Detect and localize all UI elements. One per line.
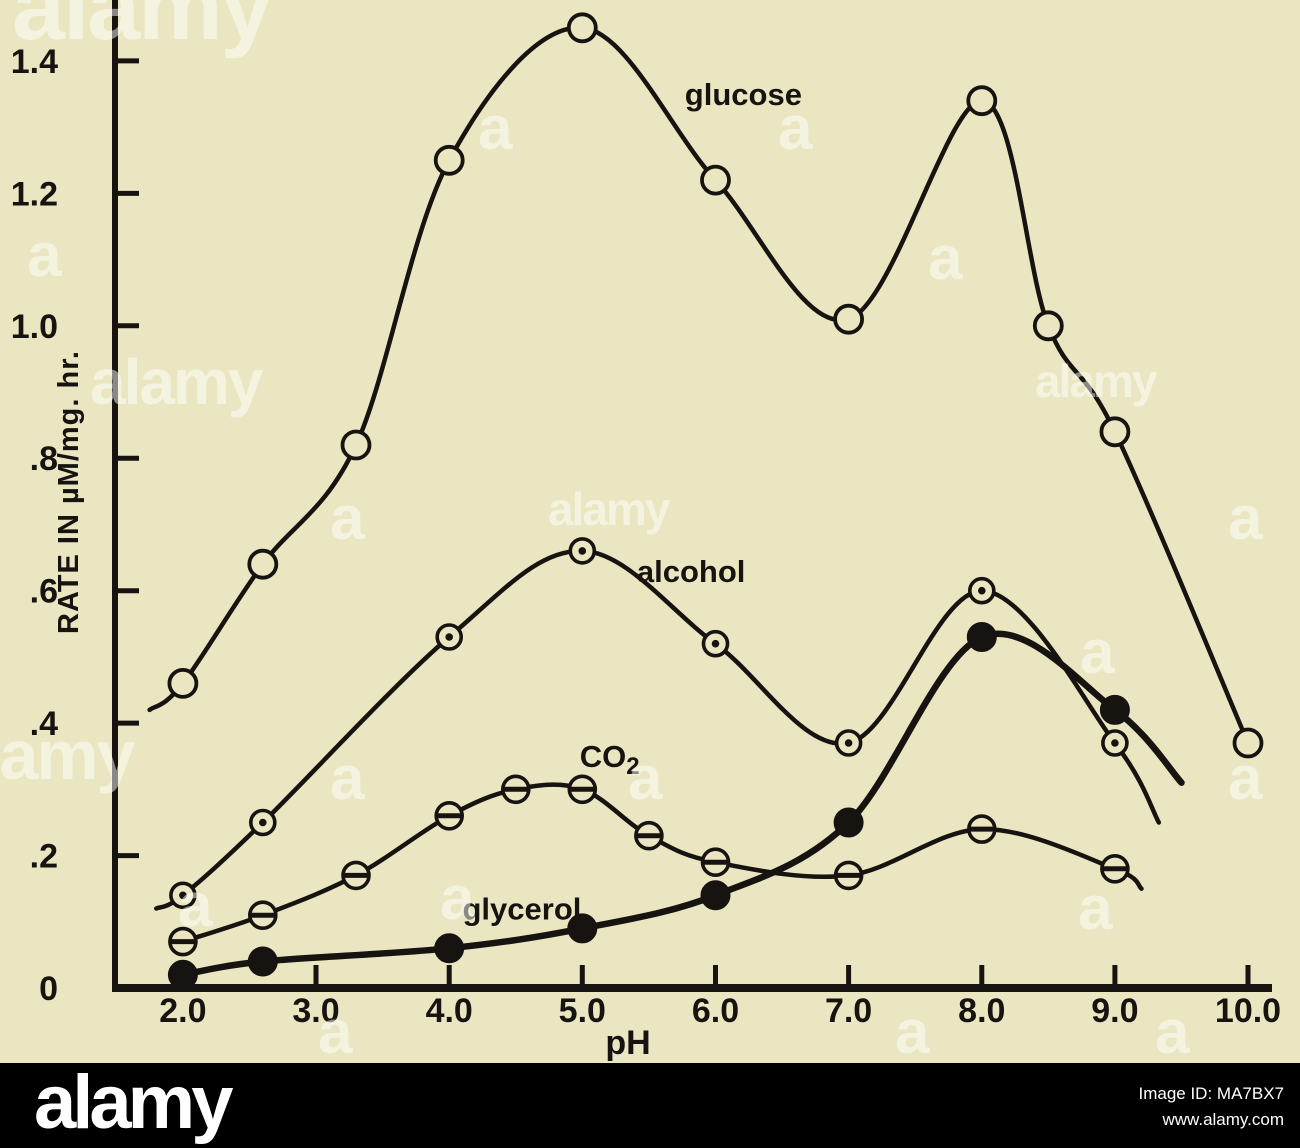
series-alcohol-marker-dot — [1111, 739, 1119, 747]
series-alcohol-marker-dot — [844, 739, 853, 747]
x-tick-label: 2.0 — [159, 992, 206, 1030]
alamy-footer-bar: alamy Image ID: MA7BX7 www.alamy.com — [0, 1063, 1300, 1148]
series-label-co2: CO2 — [580, 739, 640, 780]
series-glucose-marker — [433, 144, 465, 176]
series-glucose-curve — [147, 25, 1251, 746]
series-label-glucose: glucose — [685, 77, 802, 112]
series-alcohol-curve — [154, 548, 1162, 911]
axes: 2.0 3.0 4.0 5.0 6.0 7.0 8.0 9.0 10.0 0 .2 .4 .6 .8 1.0… — [11, 0, 1281, 1030]
series-label-subscript: 2 — [626, 753, 639, 780]
series-glycerol-marker — [966, 622, 997, 652]
x-tick-label: 7.0 — [825, 992, 872, 1030]
x-tick-label: 6.0 — [692, 992, 739, 1030]
series-glucose-marker — [566, 12, 598, 44]
series-glucose-marker — [966, 85, 998, 117]
series-glucose-marker — [340, 429, 372, 461]
image-id-text: Image ID: MA7BX7 — [1138, 1084, 1284, 1103]
series-glucose-marker — [247, 548, 279, 580]
series-alcohol-marker-dot — [179, 891, 187, 900]
series-alcohol-marker-dot — [259, 818, 267, 827]
x-tick-label: 8.0 — [958, 992, 1005, 1030]
series-glucose-marker — [167, 668, 199, 699]
x-tick-label: 10.0 — [1215, 992, 1281, 1030]
series-alcohol-marker-dot — [978, 586, 986, 595]
alamy-url-text: www.alamy.com — [1162, 1110, 1284, 1130]
chart-svg: 2.0 3.0 4.0 5.0 6.0 7.0 8.0 9.0 10.0 0 .2 .4 .6 .8 1.0… — [11, 0, 1281, 1062]
series-glycerol-marker — [247, 946, 278, 977]
series-label-alcohol: alcohol — [637, 553, 746, 588]
curves — [147, 25, 1251, 979]
series-glycerol-marker — [567, 913, 598, 944]
series-label-text: alcohol — [637, 553, 746, 588]
y-tick-label: 1.0 — [11, 308, 58, 346]
series-alcohol-marker-dot — [578, 547, 587, 555]
series-glucose-marker — [1232, 727, 1264, 759]
x-tick-label: 5.0 — [559, 992, 606, 1030]
series-glycerol-marker — [167, 959, 198, 990]
y-tick-label: .4 — [30, 705, 58, 743]
series-glycerol-marker — [1099, 694, 1130, 725]
y-tick-label: .8 — [30, 440, 58, 478]
x-tick-label: 9.0 — [1091, 992, 1138, 1030]
series-glycerol-curve — [179, 630, 1185, 979]
footer-meta: Image ID: MA7BX7 www.alamy.com — [1138, 1081, 1284, 1134]
series-co2-curve — [180, 782, 1144, 944]
x-axis-title: pH — [605, 1024, 650, 1062]
series-glucose-marker — [833, 303, 864, 335]
series-glycerol-marker — [434, 933, 465, 964]
y-axis-title: RATE IN µM/mg. hr. — [53, 350, 85, 634]
alamy-logo: alamy — [34, 1060, 233, 1145]
series-alcohol-marker-dot — [445, 633, 454, 641]
series-glucose-marker — [700, 164, 731, 196]
y-tick-label: .6 — [30, 573, 58, 611]
series-label-text: glucose — [685, 77, 802, 112]
y-tick-label: 1.2 — [11, 175, 58, 213]
series-label-text: CO — [580, 739, 627, 774]
series-glucose-marker — [1032, 310, 1064, 342]
y-tick-label: 0 — [39, 970, 58, 1008]
markers — [167, 12, 1264, 990]
y-tick-label: 1.4 — [11, 43, 58, 81]
series-glycerol-marker — [700, 880, 731, 911]
x-tick-label: 3.0 — [292, 992, 339, 1030]
series-glycerol-marker — [833, 807, 864, 838]
series-glucose-marker — [1099, 416, 1131, 448]
series-alcohol-marker-dot — [711, 639, 720, 648]
y-tick-label: .2 — [30, 838, 58, 876]
x-tick-label: 4.0 — [426, 992, 473, 1030]
series-label-glycerol: glycerol — [463, 891, 582, 926]
series-label-text: glycerol — [463, 891, 582, 926]
